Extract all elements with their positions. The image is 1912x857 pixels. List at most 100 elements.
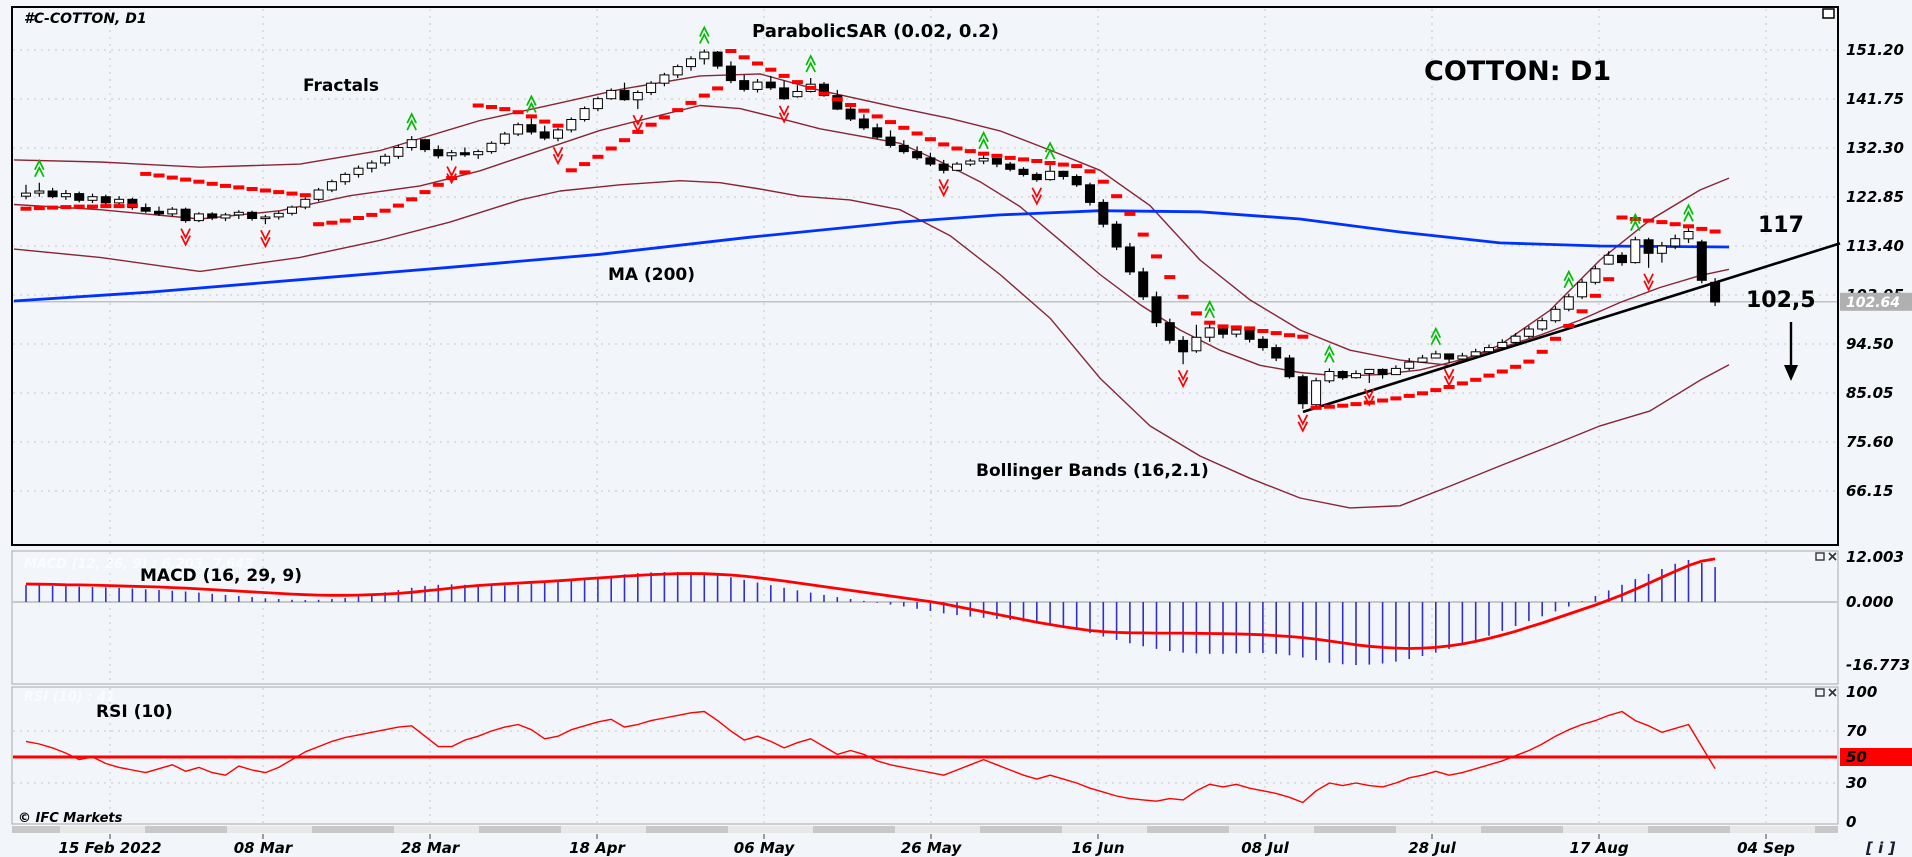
- date-label: 26 May: [901, 839, 963, 857]
- psar-dash: [1696, 226, 1708, 231]
- candle: [1417, 357, 1428, 363]
- candle: [1537, 320, 1548, 330]
- psar-dash: [885, 120, 896, 125]
- psar-dash: [845, 103, 857, 107]
- current-price-badge-bg: [1840, 292, 1912, 311]
- candle: [1018, 168, 1029, 176]
- psar-dash: [419, 190, 431, 195]
- bollinger-bands-layer: [13, 73, 1730, 509]
- psar-dash: [459, 170, 471, 175]
- candle: [965, 160, 976, 165]
- time-axis-layer: 15 Feb 2022 08 Mar 28 Mar 18 Apr 06 May 26 Ma…: [58, 834, 1795, 857]
- chart-title: COTTON: D1: [1424, 56, 1611, 87]
- main-restore-button[interactable]: [1822, 8, 1835, 19]
- psar-dash: [1350, 402, 1362, 407]
- psar-dash: [1084, 169, 1096, 174]
- candle: [1377, 368, 1388, 376]
- macd-close-button[interactable]: [1828, 552, 1837, 561]
- ma200-line: [13, 209, 1730, 303]
- candle: [87, 196, 98, 201]
- fractal-up-icon: [1630, 212, 1641, 232]
- fractal-up-icon: [526, 94, 537, 113]
- candle: [1484, 347, 1494, 353]
- candle: [420, 139, 430, 151]
- date-label: 08 Jul: [1241, 839, 1289, 857]
- current-price-badge: 102.64: [1840, 292, 1912, 311]
- psar-dash: [685, 100, 697, 105]
- fractal-down-icon: [1643, 273, 1654, 292]
- rsi-minimize-button[interactable]: [1815, 688, 1825, 697]
- psar-dash: [100, 204, 112, 209]
- macd-minimize-button[interactable]: [1815, 552, 1825, 561]
- psar-dash: [220, 183, 231, 188]
- psar-dash: [87, 204, 98, 209]
- psar-dash: [1576, 309, 1588, 314]
- price-axis-label: 94.50: [1846, 335, 1893, 353]
- candle: [646, 82, 657, 93]
- candle: [925, 157, 936, 165]
- candle: [353, 167, 364, 175]
- info-link[interactable]: [ i ]: [1865, 839, 1895, 857]
- psar-dash: [525, 114, 537, 119]
- psar-dash: [286, 191, 298, 196]
- candle: [326, 181, 337, 191]
- psar-dash: [379, 208, 391, 213]
- candle: [220, 214, 231, 219]
- psar-dash: [406, 197, 418, 202]
- candle: [486, 142, 497, 153]
- candle: [619, 89, 630, 101]
- candle: [1577, 281, 1588, 298]
- ma200-label: MA (200): [608, 265, 695, 285]
- fractal-up-icon: [1204, 299, 1215, 319]
- resistance-level-label: 117: [1758, 213, 1804, 238]
- fractal-down-icon: [1297, 414, 1309, 433]
- price-axis-label: 85.05: [1846, 384, 1893, 402]
- candle: [1656, 245, 1667, 254]
- psar-dash: [47, 205, 59, 210]
- date-label: 18 Apr: [569, 839, 626, 857]
- rsi-watermark: RSI (10) : 41: [24, 690, 115, 705]
- candle: [300, 198, 311, 208]
- rsi-close-button[interactable]: [1828, 688, 1837, 697]
- date-label: 15 Feb 2022: [58, 839, 161, 857]
- macd-panel[interactable]: [11, 550, 1839, 685]
- date-label: 17 Aug: [1569, 839, 1628, 857]
- candle: [1643, 239, 1654, 254]
- psar-dash: [233, 185, 245, 190]
- psar-dash: [206, 181, 218, 186]
- rsi-layer: [13, 710, 1837, 804]
- psar-dash: [1337, 403, 1349, 408]
- price-axis-label: 113.40: [1846, 237, 1904, 255]
- psar-dash: [1151, 254, 1162, 259]
- psar-dash: [1403, 393, 1415, 398]
- candle: [154, 210, 164, 215]
- rsi-panel[interactable]: [11, 686, 1839, 825]
- rsi-axis-label: 100: [1846, 683, 1877, 701]
- candle: [1191, 336, 1202, 352]
- macd-watermark: MACD (12, 26, 9) : 6.203, 7.643: [24, 557, 253, 572]
- candle: [566, 119, 577, 131]
- candle: [1231, 329, 1242, 335]
- psar-dash: [126, 203, 138, 208]
- psar-dash: [1018, 157, 1029, 162]
- psar-dash: [313, 222, 325, 227]
- psar-dash: [791, 80, 803, 85]
- candle: [898, 144, 909, 153]
- fractal-up-icon: [699, 25, 710, 44]
- candle: [513, 124, 524, 135]
- psar-dash: [180, 177, 192, 182]
- candle: [167, 208, 178, 215]
- current-price-value: 102.64: [1846, 295, 1900, 311]
- psar-dash: [1244, 326, 1256, 331]
- psar-dash: [1510, 364, 1522, 369]
- psar-dash: [1483, 373, 1495, 378]
- candle: [1138, 271, 1149, 298]
- psar-dash: [778, 73, 790, 78]
- psar-dash: [579, 162, 591, 167]
- candle: [1510, 335, 1521, 343]
- main-chart-panel[interactable]: [11, 6, 1839, 546]
- target-level-label: 102,5: [1746, 288, 1816, 313]
- candle: [1670, 238, 1681, 247]
- psar-dash: [1629, 217, 1641, 221]
